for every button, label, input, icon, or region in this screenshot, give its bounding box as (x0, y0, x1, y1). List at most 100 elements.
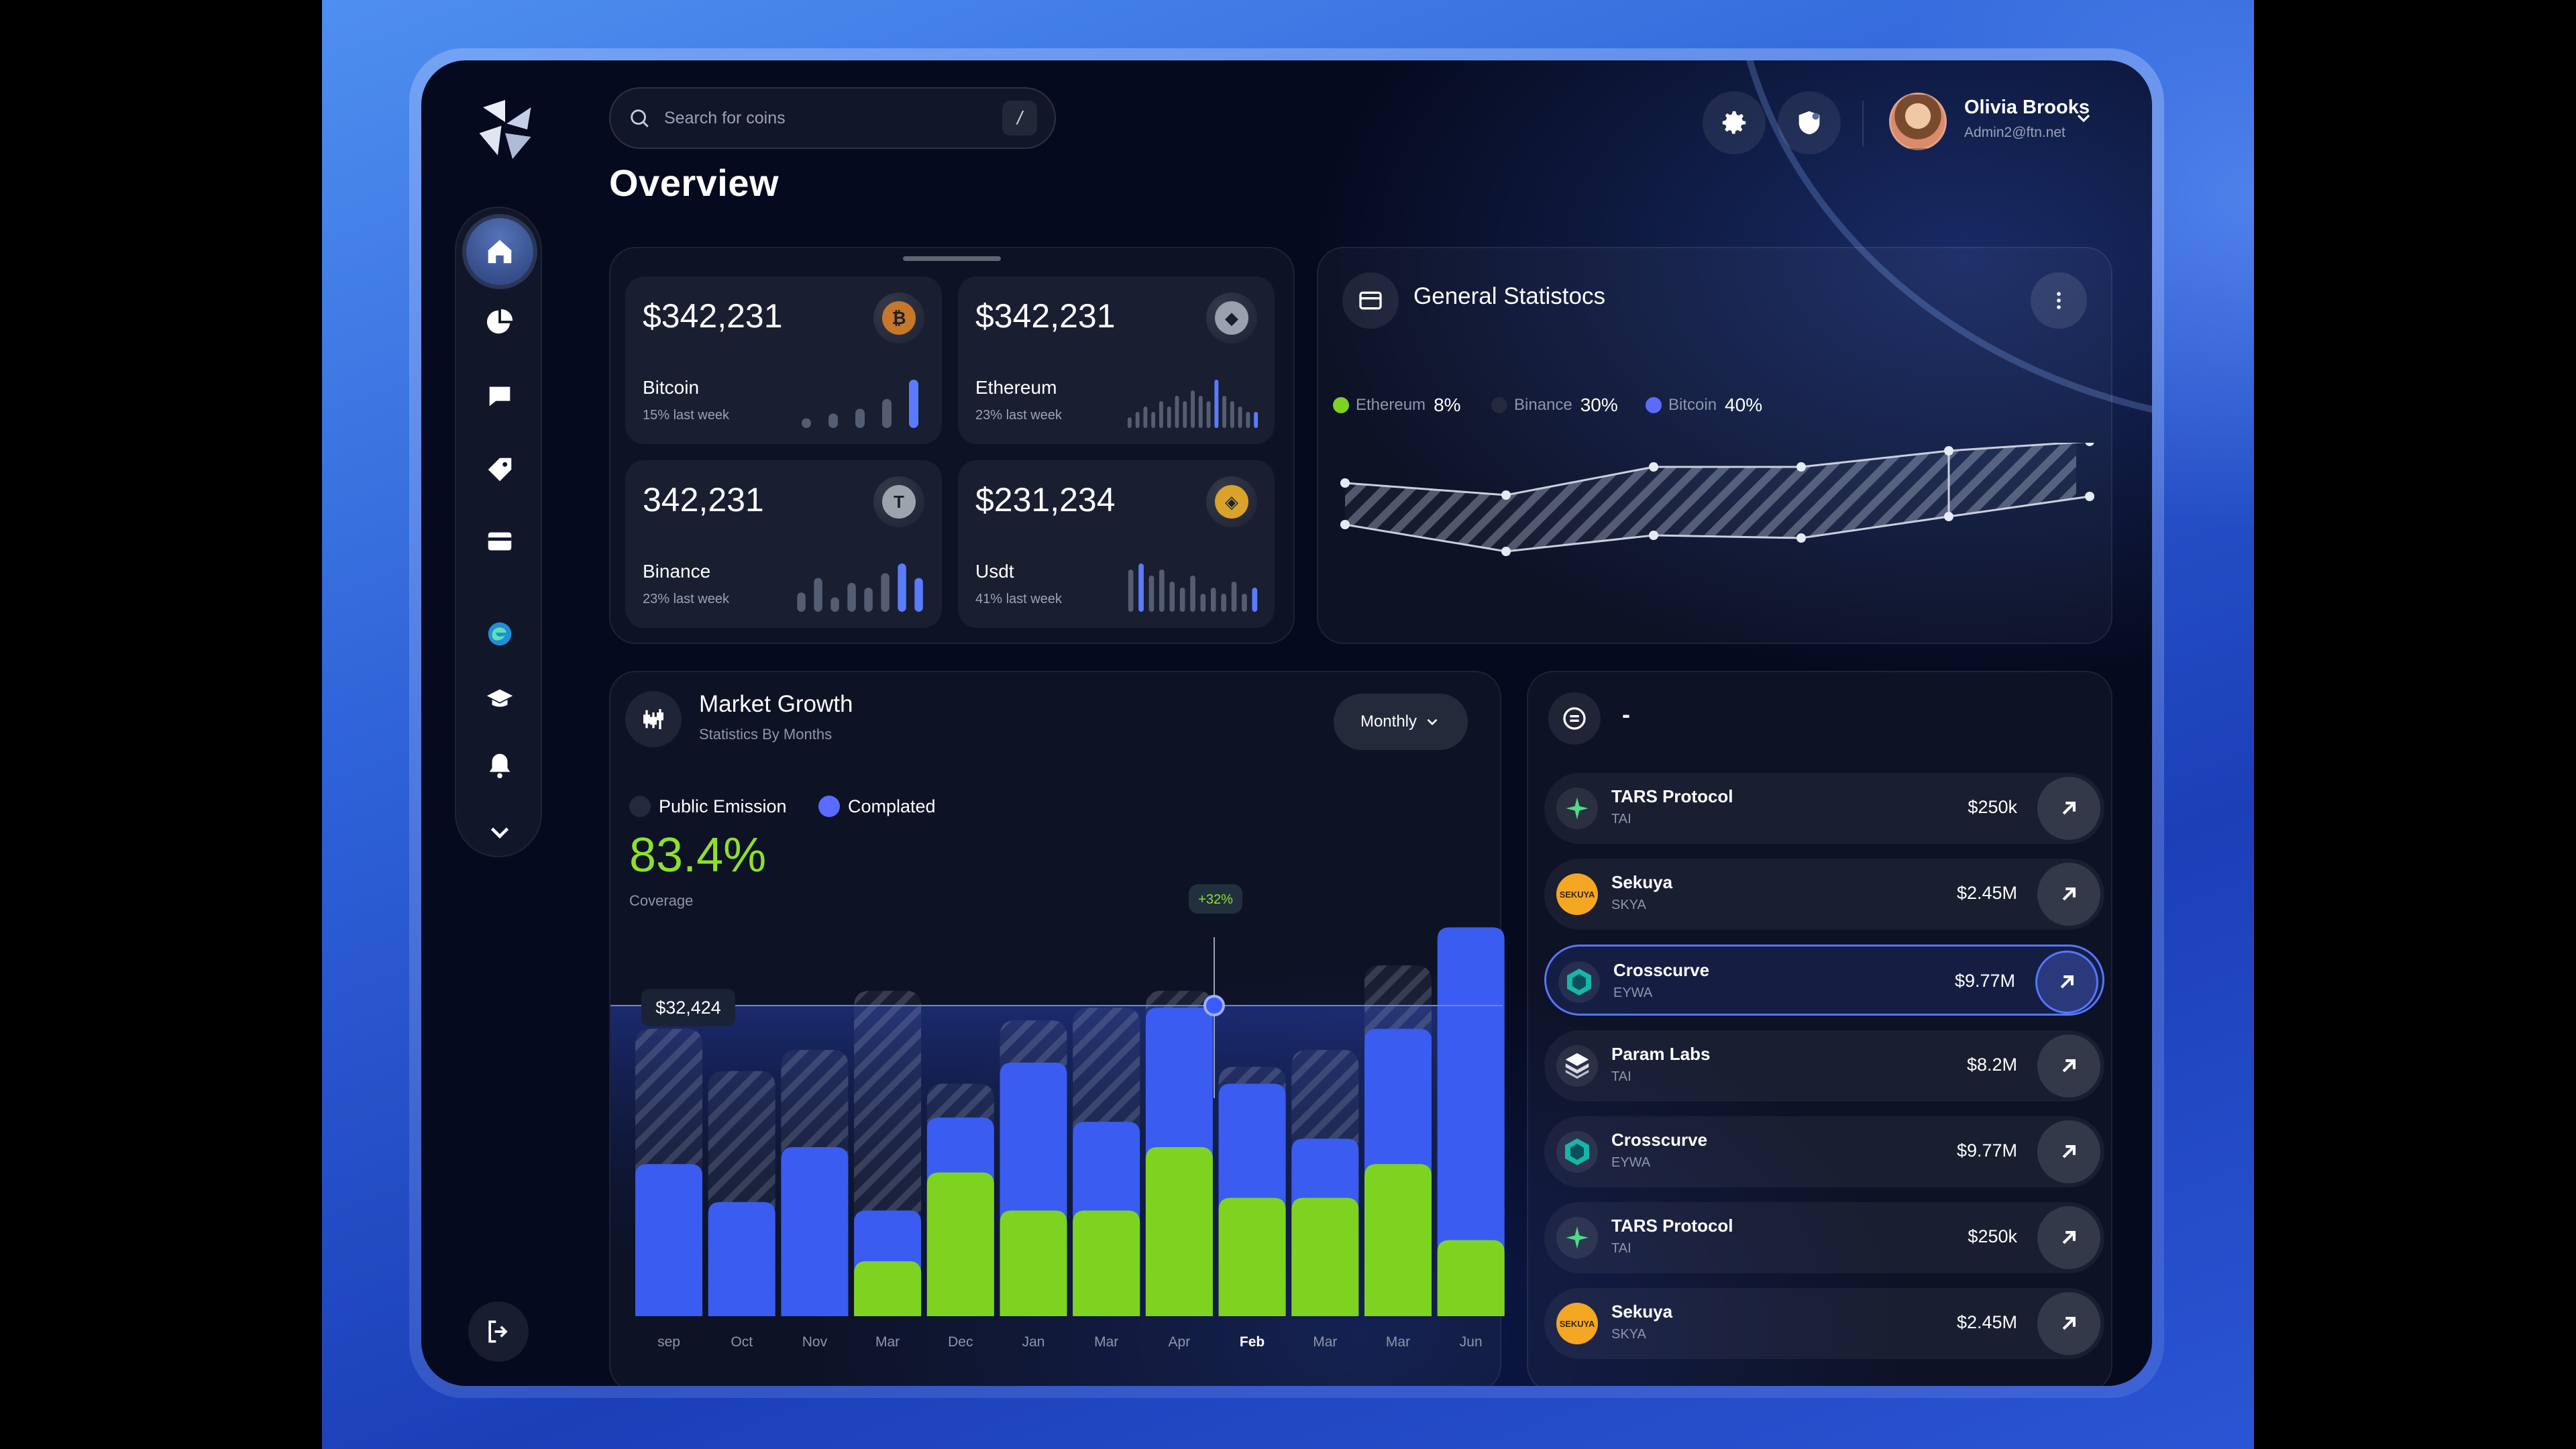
favorites-button[interactable] (1778, 91, 1841, 154)
coin-value: $342,231 (975, 297, 1116, 335)
bar-segment-green[interactable] (1437, 1240, 1505, 1316)
sidebar-item-learn[interactable] (466, 666, 533, 733)
statistics-more-button[interactable] (2031, 272, 2087, 329)
bar-segment-green[interactable] (1145, 1147, 1213, 1316)
bar-segment-green[interactable] (1000, 1210, 1067, 1317)
app-window: / Overview Olivia Brooks Admin2@ftn.net … (421, 60, 2152, 1386)
coin-card-binance[interactable]: 342,231 Binance 23% last week T (625, 460, 942, 628)
usdt-icon-glyph: ◈ (1215, 485, 1248, 519)
coin-card-usdt[interactable]: $231,234 Usdt 41% last week ◈ (958, 460, 1275, 628)
x-tick-label: Oct (731, 1334, 753, 1350)
search-input[interactable] (664, 108, 1002, 128)
logout-button[interactable] (468, 1301, 529, 1362)
bitcoin-icon-glyph: ₿ (882, 301, 916, 335)
bar-segment-green[interactable] (1073, 1210, 1140, 1317)
token-open-button[interactable] (2037, 1120, 2100, 1183)
statistics-lower-line (1344, 495, 2090, 553)
bar-segment-green[interactable] (854, 1261, 922, 1316)
app-frame: / Overview Olivia Brooks Admin2@ftn.net … (409, 48, 2164, 1398)
binance-icon-glyph: T (882, 485, 916, 519)
token-open-button[interactable] (2037, 1292, 2100, 1355)
sidebar-item-more[interactable] (466, 799, 533, 866)
sidebar-item-cards[interactable] (466, 508, 533, 575)
token-symbol: EYWA (1613, 985, 1653, 1000)
legend-dot (1646, 397, 1662, 413)
token-row[interactable]: SEKUYA Sekuya SKYA $2.45M (1544, 859, 2104, 930)
card-icon (488, 532, 512, 551)
statistics-upper-line (1344, 443, 2085, 496)
sparkline-bar (1210, 588, 1216, 612)
sparkline-bar (881, 573, 890, 612)
bar-segment-green[interactable] (1291, 1197, 1359, 1316)
user-name[interactable]: Olivia Brooks (1964, 97, 2090, 118)
x-tick-label: Dec (948, 1334, 973, 1350)
x-tick-label: Mar (1386, 1334, 1410, 1350)
bar-segment-green[interactable] (1218, 1197, 1286, 1316)
token-open-button[interactable] (2037, 863, 2100, 926)
coin-value: 342,231 (643, 481, 764, 519)
token-row[interactable]: SEKUYA Sekuya SKYA $2.45M (1544, 1288, 2104, 1359)
token-open-button[interactable] (2037, 1034, 2100, 1097)
token-open-button[interactable] (2037, 777, 2100, 840)
chevron-down-icon[interactable] (2073, 107, 2094, 129)
sidebar-item-home[interactable] (466, 218, 533, 285)
sparkline-bar (1190, 576, 1195, 612)
bar-complated[interactable] (635, 1164, 702, 1316)
sparkline-bar (1230, 401, 1234, 428)
avatar[interactable] (1889, 93, 1947, 150)
coverage-value: 83.4% (629, 828, 767, 882)
coin-card-bitcoin[interactable]: $342,231 Bitcoin 15% last week ₿ (625, 276, 942, 444)
token-name: TARS Protocol (1611, 786, 1733, 806)
sidebar-item-notifications[interactable] (466, 732, 533, 799)
token-open-button[interactable] (2037, 1206, 2100, 1269)
sidebar-item-messages[interactable] (466, 362, 533, 429)
logout-icon (488, 1320, 508, 1343)
token-row[interactable]: Param Labs TAI $8.2M (1544, 1030, 2104, 1102)
period-dropdown-value: Monthly (1360, 712, 1417, 731)
sparkline-bar (1200, 594, 1206, 612)
sidebar-item-analytics[interactable] (466, 288, 533, 356)
hover-point[interactable] (1203, 995, 1225, 1016)
x-tick-label: Nov (802, 1334, 828, 1350)
sidebar-item-edge[interactable] (466, 600, 533, 667)
token-value: $2.45M (1956, 883, 2017, 903)
bar-complated[interactable] (708, 1201, 775, 1316)
bar-complated[interactable] (781, 1147, 849, 1316)
token-row[interactable]: Crosscurve EYWA $9.77M (1544, 1116, 2104, 1187)
token-symbol: EYWA (1611, 1155, 1651, 1170)
token-row[interactable]: TARS Protocol TAI $250k (1544, 1202, 2104, 1273)
token-symbol: TAI (1611, 812, 1631, 826)
market-growth-icon (625, 691, 682, 747)
more-vertical-icon (2057, 292, 2061, 309)
x-tick-label: Mar (875, 1334, 900, 1350)
token-row[interactable]: Crosscurve EYWA $9.77M (1544, 945, 2104, 1016)
bar-complated[interactable] (1437, 927, 1505, 1316)
period-dropdown[interactable]: Monthly (1334, 694, 1468, 750)
arrow-up-right-icon (2062, 1317, 2076, 1330)
coin-card-ethereum[interactable]: $342,231 Ethereum 23% last week ◆ (958, 276, 1275, 444)
token-row[interactable]: TARS Protocol TAI $250k (1544, 773, 2104, 844)
sparkline-bar (882, 398, 892, 428)
pie-chart-icon (486, 309, 513, 334)
tooltip-bubble (1189, 884, 1242, 914)
token-value: $2.45M (1956, 1312, 2017, 1332)
legend-public-emission[interactable]: Public Emission (629, 796, 787, 817)
bitcoin-icon: ₿ (873, 292, 924, 343)
sparkline-bar (828, 413, 838, 428)
settings-button[interactable] (1703, 91, 1766, 154)
token-name: Crosscurve (1613, 960, 1710, 980)
bar-segment-green[interactable] (926, 1172, 994, 1316)
panel-drag-handle[interactable] (903, 256, 1001, 261)
legend-bitcoin: Bitcoin 40% (1646, 394, 1762, 416)
chevron-down-icon (490, 827, 509, 839)
sparkline-bar (909, 380, 918, 428)
coin-value: $342,231 (643, 297, 783, 335)
legend-complated[interactable]: Complated (818, 796, 936, 817)
heart-shield-icon (1799, 111, 1820, 135)
bar-segment-green[interactable] (1364, 1164, 1432, 1316)
sparkline-bar (1135, 412, 1140, 428)
search-bar[interactable]: / (609, 87, 1056, 149)
token-open-button[interactable] (2035, 951, 2098, 1014)
x-tick-label: Mar (1313, 1334, 1337, 1350)
sidebar-item-tags[interactable] (466, 436, 533, 503)
